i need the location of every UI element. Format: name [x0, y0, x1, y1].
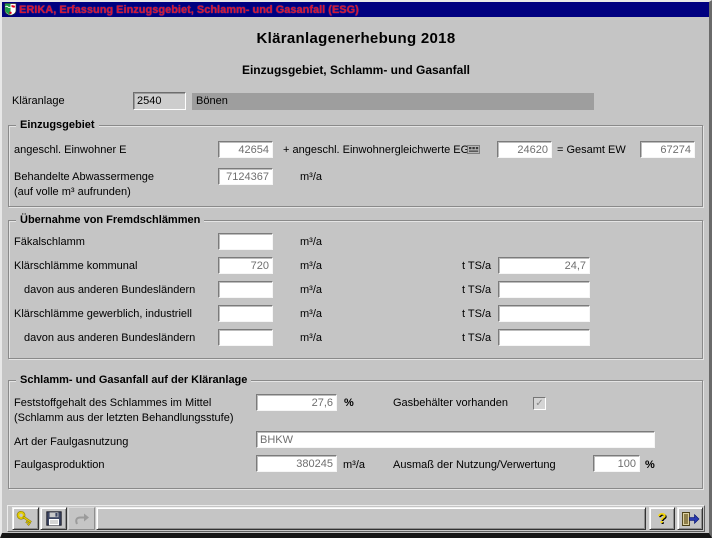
page-subtitle: Einzugsgebiet, Schlamm- und Gasanfall: [241, 63, 471, 77]
klaerschlamm-gewerblich-label: Klärschlämme gewerblich, industriell: [14, 308, 192, 320]
group-fremdschlaemme: Übernahme von Fremdschlämmen: [8, 214, 703, 359]
abwasser-unit: m³/a: [300, 171, 322, 183]
klaerschlamm-kommunal-m3a-input[interactable]: [218, 257, 273, 274]
klaerschlamm-gewerblich-ts-label: t TS/a: [462, 308, 492, 320]
faulgasproduktion-unit: m³/a: [343, 459, 365, 471]
abwasser-input[interactable]: [218, 168, 273, 185]
key-icon: [16, 510, 32, 526]
feststoff-note: (Schlamm aus der letzten Behandlungsstuf…: [14, 412, 234, 424]
nutzung-label: Ausmaß der Nutzung/Verwertung: [393, 459, 556, 471]
group-gasanfall-title: Schlamm- und Gasanfall auf der Kläranlag…: [16, 374, 252, 387]
faulgasproduktion-label: Faulgasproduktion: [14, 459, 105, 471]
davon-bundeslaender-1-label: davon aus anderen Bundesländern: [24, 284, 196, 296]
klaerschlamm-gewerblich-m3a-input[interactable]: [218, 305, 273, 322]
check-icon: ✓: [535, 398, 544, 409]
undo-button[interactable]: [68, 507, 95, 530]
help-icon: ?: [657, 510, 667, 527]
egw-input[interactable]: [497, 141, 552, 158]
feststoff-unit: %: [344, 397, 354, 409]
plant-label: Kläranlage: [12, 95, 65, 107]
key-button[interactable]: [12, 507, 39, 530]
nutzung-input[interactable]: [593, 455, 640, 472]
plant-id-field[interactable]: 2540: [133, 92, 186, 110]
einwohner-label: angeschl. Einwohner E: [14, 144, 127, 156]
klaerschlamm-gewerblich-ts-input[interactable]: [498, 305, 590, 322]
davon-bundeslaender-2-ts-label: t TS/a: [462, 332, 492, 344]
help-button[interactable]: ?: [649, 507, 675, 530]
calculator-icon[interactable]: [467, 145, 480, 154]
page-title: Kläranlagenerhebung 2018: [256, 30, 456, 47]
klaerschlamm-kommunal-ts-input[interactable]: [498, 257, 590, 274]
toolbar-spacer: [96, 507, 646, 530]
faulgasnutzung-label: Art der Faulgasnutzung: [14, 436, 129, 448]
save-button[interactable]: [40, 507, 67, 530]
exit-icon: [681, 511, 699, 526]
davon-bundeslaender-1-ts-label: t TS/a: [462, 284, 492, 296]
faulgasproduktion-input[interactable]: [256, 455, 337, 472]
davon-bundeslaender-1-ts-input[interactable]: [498, 281, 590, 298]
klaerschlamm-kommunal-ts-label: t TS/a: [462, 260, 492, 272]
gasbehaelter-label: Gasbehälter vorhanden: [393, 397, 508, 409]
davon-bundeslaender-2-label: davon aus anderen Bundesländern: [24, 332, 196, 344]
davon-bundeslaender-1-m3a-input[interactable]: [218, 281, 273, 298]
undo-icon: [74, 513, 89, 524]
abwasser-note: (auf volle m³ aufrunden): [14, 186, 131, 198]
einwohner-input[interactable]: [218, 141, 273, 158]
klaerschlamm-gewerblich-m3a-unit: m³/a: [300, 308, 322, 320]
save-icon: [45, 511, 62, 526]
faekalschlamm-m3a-input[interactable]: [218, 233, 273, 250]
group-gasanfall: Schlamm- und Gasanfall auf der Kläranlag…: [8, 374, 703, 489]
klaerschlamm-kommunal-m3a-unit: m³/a: [300, 260, 322, 272]
klaerschlamm-kommunal-label: Klärschlämme kommunal: [14, 260, 138, 272]
egw-label: + angeschl. Einwohnergleichwerte EGW: [283, 144, 480, 156]
faekalschlamm-m3a-unit: m³/a: [300, 236, 322, 248]
feststoff-input[interactable]: [256, 394, 337, 411]
gesamt-ew-label: = Gesamt EW: [557, 144, 626, 156]
nutzung-unit: %: [645, 459, 655, 471]
plant-name-bar: Bönen: [192, 93, 594, 110]
davon-bundeslaender-1-m3a-unit: m³/a: [300, 284, 322, 296]
davon-bundeslaender-2-ts-input[interactable]: [498, 329, 590, 346]
toolbar: ?: [7, 505, 705, 532]
titlebar: ERIKA, Erfassung Einzugsgebiet, Schlamm-…: [2, 2, 709, 17]
gesamt-ew-input[interactable]: [640, 141, 695, 158]
exit-button[interactable]: [677, 507, 703, 530]
abwasser-label: Behandelte Abwassermenge: [14, 171, 155, 183]
gasbehaelter-checkbox[interactable]: ✓: [533, 397, 546, 410]
feststoff-label: Feststoffgehalt des Schlammes im Mittel: [14, 397, 212, 409]
davon-bundeslaender-2-m3a-input[interactable]: [218, 329, 273, 346]
group-einzugsgebiet-title: Einzugsgebiet: [16, 119, 99, 132]
nrw-coat-of-arms-icon: [4, 3, 17, 16]
group-fremdschlaemme-title: Übernahme von Fremdschlämmen: [16, 214, 205, 227]
davon-bundeslaender-2-m3a-unit: m³/a: [300, 332, 322, 344]
faulgasnutzung-input[interactable]: [256, 431, 655, 448]
group-einzugsgebiet: Einzugsgebiet: [8, 119, 703, 207]
window-title: ERIKA, Erfassung Einzugsgebiet, Schlamm-…: [19, 3, 359, 16]
faekalschlamm-label: Fäkalschlamm: [14, 236, 85, 248]
